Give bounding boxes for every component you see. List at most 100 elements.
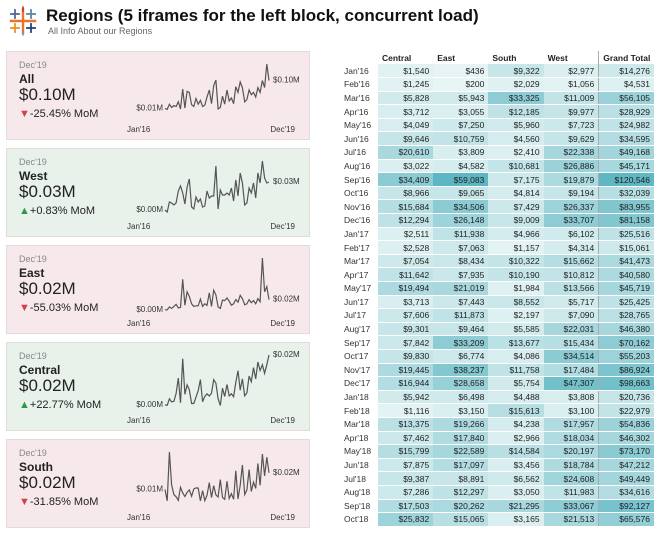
table-cell: $20,197 [543,444,599,459]
row-label: Mar'16 [340,91,378,106]
table-cell: $47,307 [543,376,599,391]
table-cell: $9,065 [433,186,489,201]
card-period: Dec'19 [19,254,47,264]
sparkline-x-start: Jan'16 [127,319,151,328]
table-cell: $5,754 [488,376,544,391]
card-value: $0.02M [19,376,76,395]
card-value: $0.10M [19,85,76,104]
table-cell: $17,484 [543,363,599,378]
table-cell: $81,158 [598,213,654,228]
page-subtitle: All Info About our Regions [48,26,153,36]
sparkline-end-label: $0.02M [273,295,300,304]
table-cell: $1,540 [378,64,434,79]
table-row: Jan'17 $2,511 $11,938 $4,966 $6,102 $25,516 [340,227,654,242]
row-label: Sep'16 [340,172,378,187]
table-cell: $8,552 [488,295,544,310]
table-cell: $45,719 [598,281,654,296]
table-cell: $200 [433,77,489,92]
table-cell: $26,886 [543,159,599,174]
table-row: Sep'18 $17,503 $20,262 $21,295 $33,067 $92,12… [340,499,654,514]
table-cell: $6,562 [488,471,544,486]
table-cell: $15,662 [543,254,599,269]
row-label: Jan'18 [340,390,378,405]
table-cell: $3,809 [433,145,489,160]
table-cell: $3,713 [378,295,434,310]
sparkline-series [164,354,270,406]
card-delta-text: -31.85% MoM [29,496,99,508]
table-cell: $8,966 [378,186,434,201]
table-cell: $20,262 [433,499,489,514]
table-cell: $4,814 [488,186,544,201]
card-delta: ▼-31.85% MoM [19,496,98,508]
table-cell: $17,957 [543,417,599,432]
card-period: Dec'19 [19,60,47,70]
row-label: Apr'18 [340,431,378,446]
sparkline-x-start: Jan'16 [127,125,151,134]
column-header: West [547,52,568,63]
table-cell: $7,250 [433,118,489,133]
table-row: Jul'18 $9,387 $8,891 $6,562 $24,608 $49,449 [340,471,654,486]
sparkline-start-label: $0.00M [136,400,163,409]
table-cell: $7,054 [378,254,434,269]
table-cell: $3,055 [433,104,489,119]
table-row: Jul'17 $7,606 $11,873 $2,197 $7,090 $28,765 [340,308,654,323]
table-row: Nov'16 $15,684 $34,506 $7,429 $26,337 $83,955 [340,199,654,215]
table-cell: $19,879 [543,172,599,187]
row-label: Mar'18 [340,417,378,432]
table-cell: $25,832 [378,512,434,527]
table-cell: $7,429 [488,199,544,215]
table-cell: $2,511 [378,227,434,242]
table-cell: $11,873 [433,308,489,323]
table-row: Jun'17 $3,713 $7,443 $8,552 $5,717 $25,425 [340,295,654,310]
table-cell: $26,337 [543,199,599,215]
table-cell: $15,065 [433,512,489,527]
card-region: All [19,72,35,86]
table-row: Oct'18 $25,832 $15,065 $3,165 $21,513 $65,576 [340,512,654,527]
table-cell: $14,584 [488,444,544,459]
sparkline-x-end: Dec'19 [270,222,295,231]
table-row: Jan'16 $1,540 $436 $9,322 $2,977 $14,276 [340,64,654,79]
table-cell: $7,842 [378,335,434,350]
table-cell: $17,503 [378,499,434,514]
table-cell: $3,712 [378,104,434,119]
card-delta-text: +0.83% MoM [29,205,96,217]
table-row: Mar'17 $7,054 $8,434 $10,322 $15,662 $41,473 [340,254,654,269]
sparkline-end-label: $0.02M [273,468,300,477]
table-row: Jan'18 $5,942 $6,498 $4,488 $3,808 $20,736 [340,390,654,405]
sparkline-chart: $0.01M $0.10M Jan'16 Dec'19 [127,63,300,134]
card-region: Central [19,363,61,377]
row-label: Jun'18 [340,458,378,473]
table-row: May'18 $15,799 $22,589 $14,584 $20,197 $73,17… [340,444,654,459]
table-cell: $5,942 [378,390,434,405]
row-label: Oct'17 [340,349,378,364]
table-cell: $98,663 [598,376,654,391]
table-cell: $12,185 [488,104,544,119]
sparkline-x-start: Jan'16 [127,222,151,231]
table-cell: $49,449 [598,471,654,486]
table-cell: $2,528 [378,240,434,255]
row-label: Jan'17 [340,227,378,242]
table-row: Apr'18 $7,462 $17,840 $2,966 $18,034 $46,302 [340,431,654,446]
card-value: $0.02M [19,473,76,492]
table-cell: $10,190 [488,267,544,282]
column-header: South [492,52,517,63]
table-row: Aug'16 $3,022 $4,582 $10,681 $26,886 $45,171 [340,159,654,174]
row-label: Apr'16 [340,104,378,119]
sparkline-series [164,451,270,503]
table-cell: $10,759 [433,131,489,147]
table-cell: $5,717 [543,295,599,310]
table-row: Sep'17 $7,842 $33,209 $13,677 $15,434 $70,162 [340,335,654,350]
table-row: Dec'16 $12,294 $26,148 $9,009 $33,707 $81,158 [340,213,654,228]
table-cell: $9,301 [378,322,434,337]
row-label: Jul'16 [340,145,378,160]
sparkline-x-end: Dec'19 [270,416,295,425]
table-cell: $8,434 [433,254,489,269]
table-cell: $25,425 [598,295,654,310]
table-cell: $3,022 [378,159,434,174]
table-cell: $9,194 [543,186,599,201]
table-row: Feb'17 $2,528 $7,063 $1,157 $4,314 $15,061 [340,240,654,255]
table-cell: $22,979 [598,403,654,418]
table-cell: $18,784 [543,458,599,473]
region-card-south: Dec'19 South $0.02M ▼-31.85% MoM $0.01M $0.02… [6,439,310,528]
sparkline-start-label: $0.00M [136,305,163,314]
